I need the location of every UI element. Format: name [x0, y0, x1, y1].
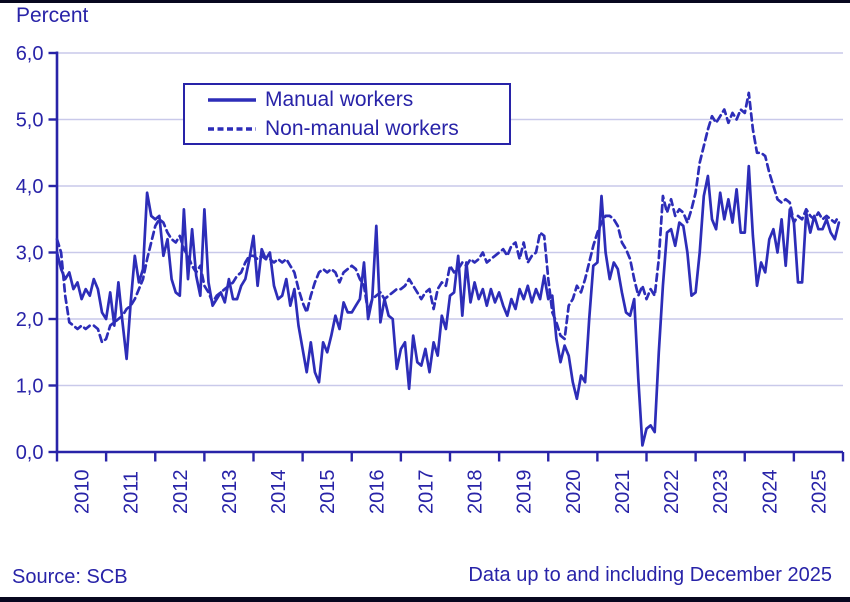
- x-axis-label: 2011: [121, 471, 143, 514]
- x-axis-label: 2017: [415, 470, 437, 515]
- top-edge-bar: [0, 0, 850, 3]
- legend: Manual workers Non-manual workers: [183, 83, 511, 145]
- x-axis-label: 2022: [661, 470, 683, 515]
- x-axis-label: 2016: [366, 470, 388, 515]
- legend-item-manual: Manual workers: [207, 87, 509, 113]
- data-coverage-note: Data up to and including December 2025: [468, 564, 832, 586]
- legend-label-manual: Manual workers: [265, 87, 414, 111]
- x-axis-label: 2013: [219, 470, 241, 515]
- dashed-line-swatch-icon: [208, 126, 256, 131]
- x-axis-label: 2012: [170, 470, 192, 515]
- y-axis-label: 4,0: [16, 176, 44, 198]
- legend-label-non-manual: Non-manual workers: [265, 116, 459, 140]
- x-axis-label: 2025: [808, 470, 830, 515]
- manual-workers-series-line: [55, 164, 841, 447]
- y-axis-label: 6,0: [16, 43, 44, 65]
- bottom-edge-bar: [0, 597, 850, 602]
- x-axis-label: 2015: [317, 470, 339, 515]
- y-axis-label: 0,0: [16, 442, 44, 464]
- y-axis-label: 3,0: [16, 243, 44, 265]
- x-axis-label: 2019: [514, 470, 536, 515]
- non-manual-workers-series-line: [55, 91, 841, 344]
- y-axis-label: 2,0: [16, 309, 44, 331]
- y-axis-label: 5,0: [16, 110, 44, 132]
- x-axis-label: 2010: [72, 470, 94, 515]
- legend-item-non-manual: Non-manual workers: [207, 116, 509, 142]
- x-axis-label: 2014: [268, 470, 290, 515]
- page-title: Percent: [16, 4, 89, 27]
- y-axis-label: 1,0: [16, 376, 44, 398]
- x-axis-label: 2023: [710, 470, 732, 515]
- x-axis-label: 2021: [612, 470, 634, 515]
- solid-line-swatch-icon: [208, 97, 256, 102]
- x-axis-label: 2018: [465, 470, 487, 515]
- x-axis-label: 2020: [563, 470, 585, 515]
- source-note: Source: SCB: [12, 566, 128, 588]
- line-chart: 0,0 1,0 2,0 3,0 4,0 5,0 6,0 2010 2011 2012 2013 201…: [16, 43, 845, 515]
- x-axis-label: 2024: [759, 470, 781, 515]
